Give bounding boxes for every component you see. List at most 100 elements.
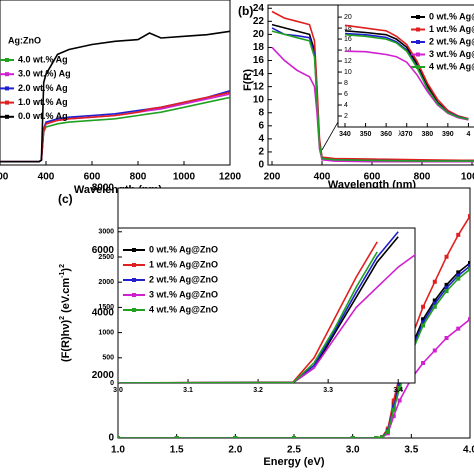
legend-marker xyxy=(132,293,136,297)
legend-label: 2 wt.% Ag@ xyxy=(429,36,474,46)
data-point xyxy=(444,254,449,259)
legend-marker xyxy=(5,100,9,105)
x-tick-label: 350 xyxy=(360,131,372,138)
y-tick-label: 6 xyxy=(258,120,264,131)
y-tick-label: 0 xyxy=(108,433,114,444)
data-point xyxy=(468,264,470,269)
data-point xyxy=(432,298,437,303)
data-point xyxy=(233,436,238,438)
data-point xyxy=(374,436,379,438)
data-point xyxy=(385,429,390,434)
legend-label: 3 wt.% Ag@ xyxy=(429,49,474,59)
data-point xyxy=(421,317,426,322)
legend-marker xyxy=(132,263,136,267)
data-point xyxy=(456,276,461,281)
data-point xyxy=(468,261,470,265)
y-tick-label: 2000 xyxy=(92,370,115,381)
x-tick-label: 1000 xyxy=(461,172,474,183)
legend-marker xyxy=(132,278,136,282)
y-tick-label: 500 xyxy=(102,355,114,362)
legend-marker xyxy=(416,65,420,69)
data-point xyxy=(444,289,449,294)
data-line xyxy=(118,318,470,438)
y-tick-label: 10 xyxy=(253,94,265,105)
legend-label: 4 wt.% Ag@ZnO xyxy=(149,304,218,314)
legend-marker xyxy=(5,86,9,91)
legend-marker xyxy=(132,248,136,252)
legend-label: 2 wt.% Ag@ZnO xyxy=(149,274,218,284)
x-tick-label: 3.1 xyxy=(183,387,193,394)
data-point xyxy=(292,436,296,438)
x-tick-label: 1.0 xyxy=(111,445,125,456)
data-point xyxy=(456,273,461,278)
y-tick-label: 14 xyxy=(344,47,352,54)
legend-label: 3 wt.% Ag@ZnO xyxy=(149,289,218,299)
x-tick-label: 3.0 xyxy=(113,387,123,394)
y-axis-label: (F(R)hν)2 (eV.cm-1)2 xyxy=(59,264,72,362)
series-group xyxy=(118,214,470,438)
x-tick-label: 4.0 xyxy=(463,445,474,456)
y-tick-label: 4000 xyxy=(92,308,115,319)
x-axis-label: λ xyxy=(398,131,402,138)
legend-marker xyxy=(132,308,136,312)
y-tick-label: 2 xyxy=(344,113,348,120)
y-tick-label: 0 xyxy=(258,160,264,171)
x-axis-label: Energy (eV) xyxy=(263,456,324,468)
data-point xyxy=(421,320,426,325)
data-point xyxy=(397,398,402,403)
y-tick-label: 8 xyxy=(344,80,348,87)
legend-label: 3.0 wt.%) Ag xyxy=(18,69,71,79)
data-point xyxy=(391,398,396,403)
y-tick-label: 16 xyxy=(253,55,265,66)
series-group xyxy=(271,10,474,163)
data-line xyxy=(344,24,469,120)
x-tick-label: 4 xyxy=(466,131,470,138)
x-tick-label: 3.3 xyxy=(323,387,333,394)
legend-marker xyxy=(416,52,420,57)
data-line xyxy=(271,30,474,162)
data-point xyxy=(397,382,402,387)
x-tick-label: 2.0 xyxy=(228,445,242,456)
y-axis-label-part: -1 xyxy=(59,271,66,277)
x-tick-label: 360 xyxy=(380,131,392,138)
data-point xyxy=(380,435,384,438)
plot-area xyxy=(337,4,474,128)
series-group xyxy=(118,231,415,383)
legend-label: 0.0 wt.% Ag xyxy=(18,111,68,121)
legend-label: 2.0 wt.% Ag xyxy=(18,83,68,93)
y-tick-label: 18 xyxy=(253,42,265,53)
data-point xyxy=(391,414,396,419)
panel-label: (b) xyxy=(238,4,253,18)
x-tick-label: 1.5 xyxy=(170,445,184,456)
y-tick-label: 18 xyxy=(344,25,352,32)
y-tick-label: 1500 xyxy=(98,304,114,311)
data-point xyxy=(444,282,449,287)
data-point xyxy=(421,304,426,309)
y-axis-label-part: 2 xyxy=(59,264,66,268)
y-tick-label: 2500 xyxy=(98,254,114,261)
data-point xyxy=(468,214,470,219)
data-point xyxy=(456,326,461,331)
x-tick-label: 600 xyxy=(364,172,381,183)
data-line xyxy=(118,251,378,383)
y-tick-label: 24 xyxy=(253,3,265,14)
y-tick-label: 12 xyxy=(253,81,265,92)
legend-marker xyxy=(416,27,420,32)
data-point xyxy=(421,323,426,328)
data-point xyxy=(391,407,396,412)
x-tick-label: 370 xyxy=(401,131,413,138)
x-tick-label: 380 xyxy=(421,131,433,138)
plot-area xyxy=(0,0,231,166)
x-tick-label: 3.4 xyxy=(393,387,403,394)
series-group xyxy=(0,30,230,163)
data-line xyxy=(118,268,470,438)
y-tick-label: 3000 xyxy=(98,229,114,236)
x-tick-label: 3.2 xyxy=(253,387,263,394)
x-tick-label: 340 xyxy=(339,131,351,138)
x-tick-label: 400 xyxy=(314,172,331,183)
x-tick-label: 390 xyxy=(442,131,454,138)
legend-label: 1.0 wt.% Ag xyxy=(18,97,68,107)
x-tick-label: 600 xyxy=(84,172,101,183)
data-point xyxy=(421,361,426,365)
